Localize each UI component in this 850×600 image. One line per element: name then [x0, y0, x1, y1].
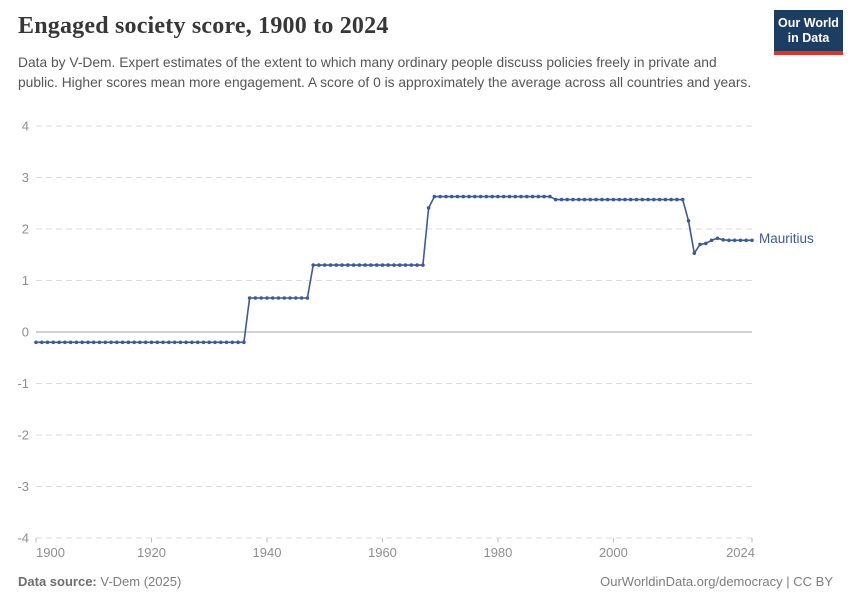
chart-title: Engaged society score, 1900 to 2024 [18, 13, 389, 39]
series-label-mauritius[interactable]: Mauritius [759, 231, 814, 247]
owid-logo-line2: in Data [787, 30, 830, 45]
series-mauritius[interactable] [34, 194, 754, 345]
y-gridlines [36, 125, 752, 539]
svg-text:2024: 2024 [726, 545, 755, 560]
svg-text:-3: -3 [17, 479, 29, 494]
x-axis: 1900 1920 1940 1960 1980 2000 2024 [35, 538, 755, 560]
svg-text:2: 2 [22, 222, 29, 237]
svg-text:1980: 1980 [483, 545, 512, 560]
svg-text:-4: -4 [17, 531, 29, 546]
data-source-label: Data source: [18, 574, 97, 589]
owid-logo[interactable]: Our World in Data [774, 10, 843, 55]
data-source-value: V-Dem (2025) [100, 574, 182, 589]
svg-text:1960: 1960 [368, 545, 397, 560]
owid-credit-link[interactable]: OurWorldinData.org/democracy | CC BY [600, 574, 833, 589]
svg-text:3: 3 [22, 170, 29, 185]
chart-footer: Data source: V-Dem (2025) OurWorldinData… [18, 574, 833, 589]
y-axis-labels: 4 3 2 1 0 -1 -2 -3 -4 [17, 119, 29, 546]
svg-text:2000: 2000 [599, 545, 628, 560]
svg-text:-1: -1 [17, 376, 29, 391]
chart-subtitle: Data by V-Dem. Expert estimates of the e… [18, 55, 752, 90]
data-source: Data source: V-Dem (2025) [18, 574, 181, 589]
svg-text:0: 0 [22, 325, 29, 340]
svg-text:-2: -2 [17, 428, 29, 443]
svg-text:1920: 1920 [137, 545, 166, 560]
svg-text:1: 1 [22, 273, 29, 288]
svg-text:1940: 1940 [253, 545, 282, 560]
svg-text:4: 4 [22, 119, 29, 134]
svg-text:1900: 1900 [36, 545, 65, 560]
owid-logo-line1: Our World [778, 16, 839, 30]
